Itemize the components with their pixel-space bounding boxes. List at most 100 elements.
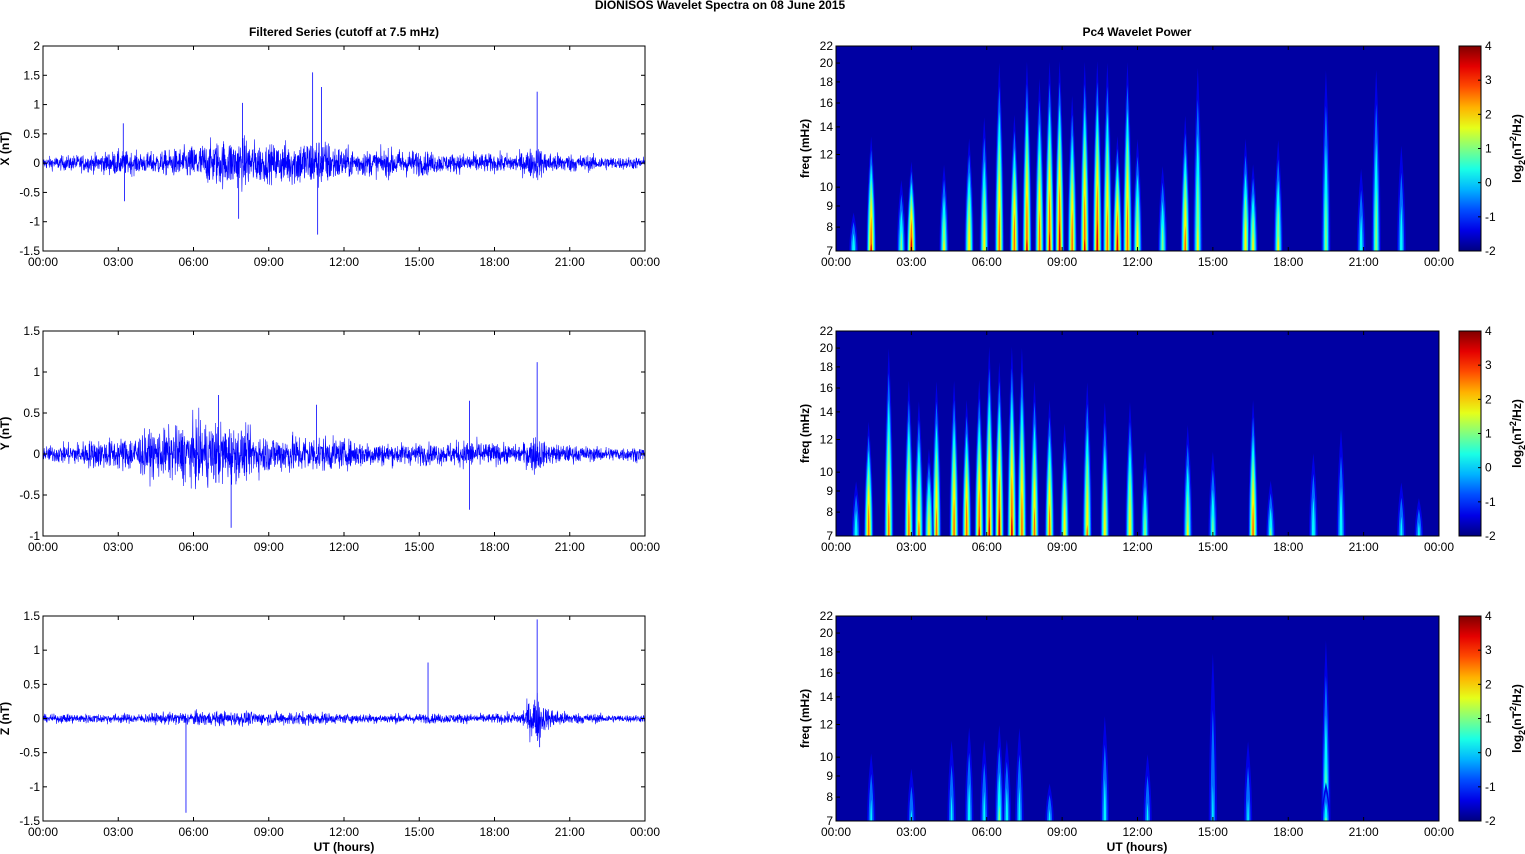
wavelet-x-burst-level xyxy=(1252,232,1254,251)
wavelet-x-xtick-label: 09:00 xyxy=(1047,255,1077,269)
wavelet-z-burst xyxy=(1002,739,1012,821)
wavelet-x-burst-level xyxy=(943,239,945,251)
series-z-trace xyxy=(42,692,646,743)
series-z-ytick-label: -1.5 xyxy=(19,814,40,828)
wavelet-y-colorbar-label: 2 xyxy=(1485,392,1492,406)
wavelet-y-burst-level xyxy=(1252,503,1254,536)
wavelet-x-burst xyxy=(994,62,1005,251)
series-z-xtick-label: 15:00 xyxy=(404,825,434,839)
wavelet-x-xtick-label: 06:00 xyxy=(972,255,1002,269)
wavelet-x-burst-level xyxy=(1277,235,1279,251)
wavelet-x-ytick-label: 18 xyxy=(820,75,834,89)
series-x-trace xyxy=(42,135,646,192)
wavelet-y-colorbar-label: -1 xyxy=(1485,495,1496,509)
wavelet-x-xtick-label: 18:00 xyxy=(1273,255,1303,269)
wavelet-y-burst-level xyxy=(1010,474,1013,536)
wavelet-z-xtick-label: 06:00 xyxy=(972,825,1002,839)
series-z-ytick-label: 0 xyxy=(33,712,40,726)
wavelet-x-burst xyxy=(1240,138,1251,251)
wavelet-y-burst xyxy=(1100,402,1110,536)
wavelet-x-burst-level xyxy=(1276,203,1280,251)
wavelet-y-power-map xyxy=(851,346,1424,536)
wavelet-x-burst-level xyxy=(1083,238,1086,251)
wavelet-x-burst xyxy=(1321,70,1331,251)
wavelet-y-burst-level xyxy=(917,486,921,536)
wavelet-x-burst-level xyxy=(968,214,971,251)
wavelet-z-background xyxy=(836,616,1439,821)
wavelet-z-burst-level xyxy=(1047,794,1053,821)
series-x-xtick-label: 18:00 xyxy=(479,255,509,269)
wavelet-z-burst-level xyxy=(1324,802,1328,821)
wavelet-y-burst xyxy=(1006,346,1017,536)
wavelet-y-burst xyxy=(914,401,924,536)
wavelet-y-burst-level xyxy=(1417,522,1420,536)
series-z-xtick-label: 03:00 xyxy=(103,825,133,839)
series-x-xtick-label: 21:00 xyxy=(555,255,585,269)
series-z-xtick-label: 09:00 xyxy=(254,825,284,839)
wavelet-x-colorbar-label: 3 xyxy=(1485,73,1492,87)
wavelet-z-colorbar-label: 4 xyxy=(1485,609,1492,623)
wavelet-z-burst-level xyxy=(1145,775,1150,821)
series-x-xtick-label: 12:00 xyxy=(329,255,359,269)
wavelet-y-xtick-label: 12:00 xyxy=(1122,540,1152,554)
wavelet-z-burst-level xyxy=(967,783,971,821)
wavelet-y-burst-level xyxy=(1339,486,1343,536)
wavelet-x-burst-level xyxy=(942,214,946,251)
wavelet-x-burst-level xyxy=(870,243,872,251)
wavelet-y-burst-level xyxy=(953,498,955,536)
wavelet-y-xtick-label: 00:00 xyxy=(1424,540,1454,554)
series-y-xtick-label: 18:00 xyxy=(479,540,509,554)
wavelet-y-burst-level xyxy=(1268,507,1273,536)
wavelet-z-colorbar-label: 3 xyxy=(1485,643,1492,657)
wavelet-y-burst-level xyxy=(1033,473,1036,536)
wavelet-y-burst-level xyxy=(965,497,968,536)
wavelet-y-burst-level xyxy=(1186,520,1189,536)
wavelet-x-colorbar-label: 1 xyxy=(1485,142,1492,156)
wavelet-y-burst xyxy=(949,380,959,536)
series-z-ytick-label: -0.5 xyxy=(19,746,40,760)
series-z-xtick-label: 00:00 xyxy=(630,825,660,839)
wavelet-x-burst-level xyxy=(852,233,856,251)
wavelet-x-burst-level xyxy=(983,214,986,251)
wavelet-x-burst xyxy=(1009,114,1020,251)
wavelet-y-ylabel: freq (mHz) xyxy=(798,404,812,463)
wavelet-x-burst-level xyxy=(900,230,903,251)
wavelet-y-burst xyxy=(931,381,942,536)
wavelet-z-ytick-label: 8 xyxy=(826,790,833,804)
wavelet-x-burst xyxy=(1079,61,1090,251)
wavelet-y-burst-level xyxy=(998,507,1001,536)
wavelet-x-xtick-label: 00:00 xyxy=(1424,255,1454,269)
series-x-xtick-label: 03:00 xyxy=(103,255,133,269)
wavelet-x-burst-level xyxy=(1244,217,1247,251)
wavelet-y-burst-level xyxy=(928,512,930,536)
wavelet-y-burst xyxy=(1208,451,1218,536)
wavelet-x-colorbar-label: 2 xyxy=(1485,107,1492,121)
series-x-ylabel: X (nT) xyxy=(0,132,12,166)
wavelet-y-burst-level xyxy=(918,520,920,536)
series-y-ytick-label: 1 xyxy=(33,365,40,379)
wavelet-x-burst xyxy=(979,117,989,251)
wavelet-z-burst-level xyxy=(868,773,874,821)
series-x-xtick-label: 09:00 xyxy=(254,255,284,269)
wavelet-z-burst xyxy=(947,740,956,821)
wavelet-x-burst xyxy=(866,136,877,251)
wavelet-z-colorbar-label: 2 xyxy=(1485,677,1492,691)
wavelet-y-burst xyxy=(883,348,894,536)
wavelet-x-burst xyxy=(1102,62,1113,251)
wavelet-x-burst xyxy=(1067,95,1078,251)
wavelet-z-burst-level xyxy=(1146,802,1149,821)
wavelet-y-burst xyxy=(961,399,972,536)
wavelet-y-burst-level xyxy=(854,510,858,536)
wavelet-x-burst xyxy=(896,180,906,251)
wavelet-y-burst-level xyxy=(1063,502,1066,536)
wavelet-y-burst xyxy=(1029,381,1040,536)
wavelet-z-burst-level xyxy=(949,764,955,821)
wavelet-x-ytick-label: 12 xyxy=(820,148,834,162)
wavelet-z-xtick-label: 21:00 xyxy=(1349,825,1379,839)
z-series-panel: -1.5 -1 -0.5 0 0.5 1 1.5 00:00 03:00 06:00 09:00 12… xyxy=(0,609,660,839)
wavelet-x-colorbar-label: -2 xyxy=(1485,244,1496,258)
wavelet-x-burst-level xyxy=(1183,196,1187,251)
wavelet-y-burst-level xyxy=(1048,503,1051,536)
